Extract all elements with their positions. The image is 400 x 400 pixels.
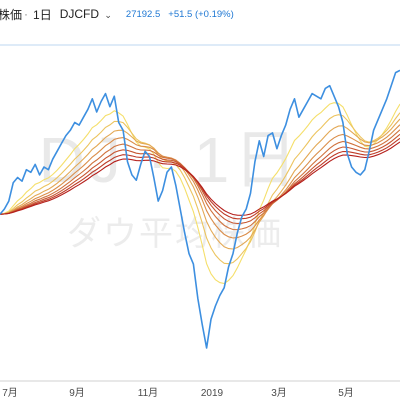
chart-header: 株価 · 1日 DJCFD ⌄ 27192.5 +51.5 (+0.19%) [0,0,400,28]
ma-line-6 [0,133,400,225]
chart-title: 株価 [0,7,23,22]
interval-label[interactable]: 1日 [33,7,52,22]
x-tick-label: 9月 [69,387,85,399]
last-price: 27192.5 [125,8,161,20]
x-tick-label: 5月 [338,387,354,399]
price-change: +51.5 (+0.19%) [168,8,234,20]
ma-ribbon [0,102,400,285]
x-tick-label: 11月 [138,387,158,399]
x-tick-label: 2019 [201,388,224,399]
ma-line-8 [0,141,400,216]
header-separator: · [24,7,29,21]
ma-line-5 [0,129,400,231]
chevron-down-icon: ⌄ [104,10,112,20]
x-axis-ticks: 7月 9月 11月 2019 3月 5月 [2,387,354,399]
price-series [0,69,400,349]
ma-line-1 [0,102,400,285]
x-tick-label: 7月 [2,387,18,399]
symbol-label: DJCFD [59,7,100,21]
price-line [0,69,400,349]
ma-line-3 [0,118,400,250]
x-tick-label: 3月 [271,387,287,399]
symbol-selector[interactable]: DJCFD ⌄ [60,7,112,21]
ma-line-4 [0,124,400,239]
ma-line-2 [0,112,400,265]
